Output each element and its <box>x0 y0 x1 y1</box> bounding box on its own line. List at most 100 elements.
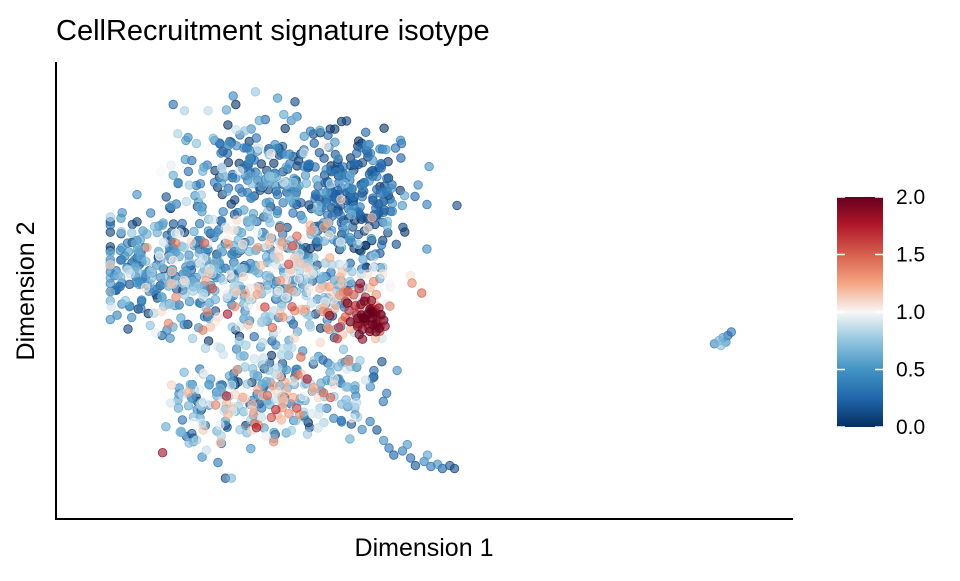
scatter-point <box>376 163 386 173</box>
scatter-point <box>235 351 246 361</box>
scatter-point <box>196 190 207 200</box>
scatter-point <box>267 322 278 333</box>
scatter-point <box>329 413 339 424</box>
scatter-point <box>347 413 357 423</box>
scatter-point <box>319 236 330 246</box>
scatter-point <box>238 239 248 250</box>
scatter-point <box>378 435 389 446</box>
scatter-point <box>280 377 290 387</box>
scatter-point <box>284 283 294 294</box>
scatter-point <box>325 392 336 403</box>
scatter-point <box>285 195 296 205</box>
scatter-point <box>218 276 228 286</box>
scatter-point <box>179 275 190 286</box>
scatter-point <box>300 170 311 181</box>
scatter-point <box>163 318 174 329</box>
scatter-point <box>424 161 434 172</box>
scatter-point <box>397 200 408 211</box>
scatter-point <box>321 187 332 197</box>
scatter-point <box>369 276 379 287</box>
scatter-point <box>361 127 371 138</box>
scatter-point <box>151 328 161 338</box>
scatter-point <box>298 391 308 402</box>
scatter-point <box>382 173 392 184</box>
scatter-point <box>215 420 225 431</box>
scatter-point <box>264 197 275 207</box>
scatter-point <box>216 162 227 173</box>
scatter-point <box>323 130 333 141</box>
scatter-point <box>187 333 198 344</box>
scatter-point <box>145 208 156 218</box>
scatter-point <box>305 126 316 136</box>
scatter-point <box>222 309 233 319</box>
scatter-point <box>197 325 208 335</box>
scatter-point <box>357 158 368 168</box>
scatter-point <box>284 259 294 270</box>
scatter-point <box>231 287 242 297</box>
scatter-point <box>355 355 365 366</box>
scatter-point <box>371 289 382 300</box>
scatter-point <box>262 207 273 217</box>
scatter-point <box>325 253 335 263</box>
scatter-point <box>368 263 379 273</box>
scatter-point <box>330 124 340 134</box>
scatter-point <box>213 342 223 352</box>
scatter-point <box>314 147 325 158</box>
scatter-point <box>330 303 340 314</box>
scatter-point <box>274 371 284 381</box>
scatter-point <box>280 123 290 134</box>
scatter-point <box>211 227 222 238</box>
scatter-point <box>165 398 176 408</box>
scatter-point <box>315 284 325 294</box>
scatter-point <box>191 138 202 149</box>
scatter-point <box>105 247 116 258</box>
scatter-point <box>141 256 151 267</box>
scatter-point <box>309 355 319 366</box>
scatter-point <box>315 337 326 348</box>
scatter-point <box>198 289 209 299</box>
scatter-point <box>387 198 398 209</box>
scatter-point <box>274 252 284 262</box>
scatter-point <box>171 292 181 302</box>
scatter-point <box>199 238 210 248</box>
scatter-point <box>224 138 234 148</box>
scatter-point <box>293 274 304 284</box>
scatter-point <box>402 439 413 450</box>
scatter-point <box>302 374 312 384</box>
scatter-point <box>218 206 228 217</box>
scatter-point <box>413 180 423 190</box>
scatter-point <box>123 324 133 334</box>
scatter-point <box>223 409 233 420</box>
scatter-point <box>203 105 213 116</box>
scatter-point <box>422 450 433 460</box>
scatter-point <box>277 237 288 247</box>
scatter-point <box>191 435 202 445</box>
scatter-point <box>180 154 191 165</box>
x-axis-label: Dimension 1 <box>355 534 494 562</box>
scatter-point <box>243 301 254 311</box>
scatter-point <box>279 177 289 187</box>
scatter-point <box>360 313 370 324</box>
scatter-point <box>226 380 237 390</box>
scatter-point <box>324 281 335 292</box>
scatter-point <box>417 288 427 298</box>
scatter-point <box>351 397 362 408</box>
scatter-point <box>364 176 374 186</box>
scatter-point <box>112 310 122 320</box>
scatter-point <box>264 271 274 281</box>
scatter-point <box>341 382 351 392</box>
scatter-point <box>249 332 259 342</box>
scatter-point <box>272 93 283 103</box>
scatter-point <box>277 393 288 404</box>
scatter-point <box>278 344 288 354</box>
scatter-point <box>271 340 281 350</box>
scatter-point <box>161 192 171 202</box>
scatter-point <box>179 242 189 253</box>
colorbar-legend: 0.0 0.5 1.0 1.5 2.0 <box>837 186 925 439</box>
scatter-point <box>210 294 221 305</box>
scatter-point <box>335 237 346 247</box>
scatter-point <box>226 473 237 483</box>
scatter-point <box>116 227 127 237</box>
scatter-point <box>105 220 116 230</box>
